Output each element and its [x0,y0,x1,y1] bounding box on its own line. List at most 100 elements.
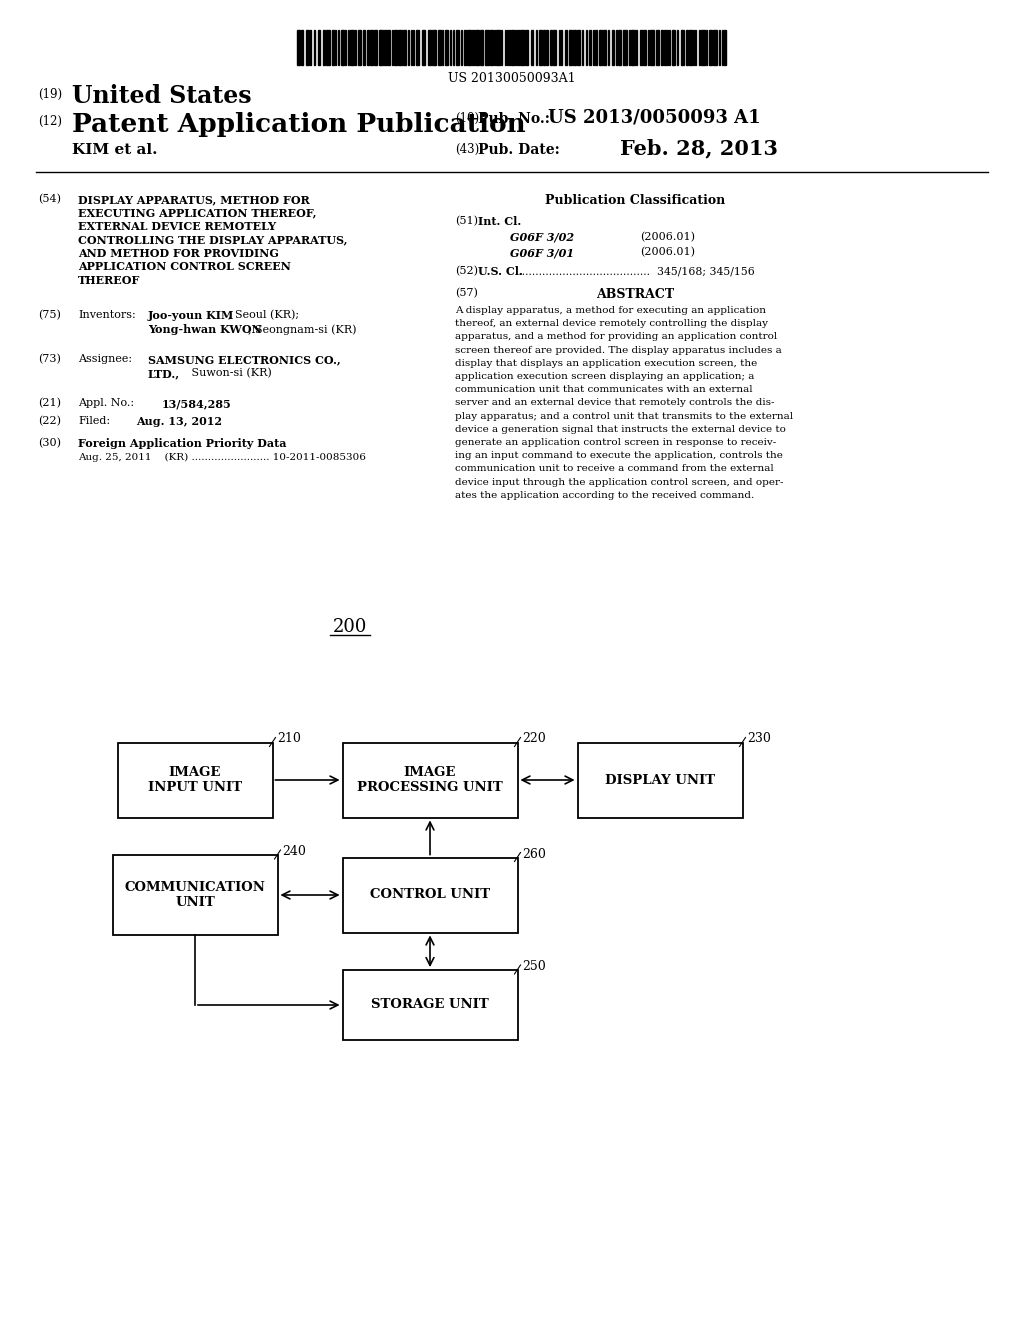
Text: KIM et al.: KIM et al. [72,143,158,157]
Text: DISPLAY APPARATUS, METHOD FOR: DISPLAY APPARATUS, METHOD FOR [78,194,309,205]
Bar [631,30,635,65]
Bar [664,30,666,65]
Text: Aug. 13, 2012: Aug. 13, 2012 [136,416,222,426]
Text: EXTERNAL DEVICE REMOTELY: EXTERNAL DEVICE REMOTELY [78,220,276,232]
Bar [640,30,642,65]
Text: THEREOF: THEREOF [78,275,140,286]
Text: 220: 220 [522,733,546,746]
Bar [485,30,488,65]
Bar [300,30,303,65]
Bar [520,30,523,65]
Bar [611,30,614,65]
Bar [589,30,591,65]
Bar [568,30,572,65]
Text: Joo-youn KIM: Joo-youn KIM [148,310,234,321]
Text: 260: 260 [522,847,547,861]
Text: Aug. 25, 2011    (KR) ........................ 10-2011-0085306: Aug. 25, 2011 (KR) .....................… [78,453,366,462]
Bar [511,30,513,65]
Bar [427,30,431,65]
Text: U.S. Cl.: U.S. Cl. [478,267,523,277]
Bar [398,30,401,65]
Bar [724,30,726,65]
Text: (2006.01): (2006.01) [640,247,695,257]
Text: server and an external device that remotely controls the dis-: server and an external device that remot… [455,399,774,408]
Bar [374,30,377,65]
Bar [323,30,325,65]
Bar [113,855,278,935]
Text: Foreign Application Priority Data: Foreign Application Priority Data [78,438,287,449]
Text: Publication Classification: Publication Classification [545,194,725,207]
Bar [438,30,440,65]
Bar [464,30,466,65]
Bar [422,30,425,65]
Text: STORAGE UNIT: STORAGE UNIT [371,998,488,1011]
Bar [118,742,272,817]
Text: Suwon-si (KR): Suwon-si (KR) [188,368,271,379]
Bar [402,30,406,65]
Bar [456,30,459,65]
Text: ........................................  345/168; 345/156: ........................................… [515,267,755,276]
Text: United States: United States [72,84,252,108]
Text: Int. Cl.: Int. Cl. [478,216,521,227]
Text: G06F 3/01: G06F 3/01 [510,247,574,257]
Bar [667,30,668,65]
Text: (57): (57) [455,288,478,298]
Text: thereof, an external device remotely controlling the display: thereof, an external device remotely con… [455,319,768,329]
Text: (21): (21) [38,399,61,408]
Bar [496,30,500,65]
Bar [453,30,454,65]
Text: (19): (19) [38,88,62,102]
Text: G06F 3/02: G06F 3/02 [510,232,574,243]
Text: application execution screen displaying an application; a: application execution screen displaying … [455,372,755,381]
Bar [577,30,580,65]
Bar [350,30,353,65]
Text: COMMUNICATION
UNIT: COMMUNICATION UNIT [125,880,265,909]
Bar [656,30,658,65]
Text: 250: 250 [522,960,546,973]
Text: Pub. No.:: Pub. No.: [478,112,550,125]
Text: 13/584,285: 13/584,285 [162,399,231,409]
Text: communication unit that communicates with an external: communication unit that communicates wit… [455,385,753,395]
Text: (2006.01): (2006.01) [640,232,695,243]
Text: A display apparatus, a method for executing an application: A display apparatus, a method for execut… [455,306,766,315]
Text: display that displays an application execution screen, the: display that displays an application exe… [455,359,758,368]
Bar [379,30,383,65]
Text: US 2013/0050093 A1: US 2013/0050093 A1 [548,110,761,127]
Bar [326,30,330,65]
Text: device input through the application control screen, and oper-: device input through the application con… [455,478,783,487]
Bar [342,970,517,1040]
Text: (51): (51) [455,216,478,226]
Text: ates the application according to the received command.: ates the application according to the re… [455,491,755,500]
Bar [546,30,548,65]
Bar [623,30,627,65]
Bar [384,30,386,65]
Text: IMAGE
PROCESSING UNIT: IMAGE PROCESSING UNIT [357,766,503,795]
Bar [408,30,409,65]
Bar [475,30,478,65]
Bar [573,30,575,65]
Text: device a generation signal that instructs the external device to: device a generation signal that instruct… [455,425,785,434]
Bar [338,30,339,65]
Bar [516,30,519,65]
Text: (12): (12) [38,115,62,128]
Bar [643,30,645,65]
Bar [615,30,617,65]
Bar [335,30,336,65]
Text: Yong-hwan KWON: Yong-hwan KWON [148,323,262,335]
Text: EXECUTING APPLICATION THEREOF,: EXECUTING APPLICATION THEREOF, [78,207,316,219]
Bar [603,30,605,65]
Text: Appl. No.:: Appl. No.: [78,399,134,408]
Bar [342,858,517,932]
Text: Inventors:: Inventors: [78,310,136,319]
Bar [362,30,365,65]
Text: Feb. 28, 2013: Feb. 28, 2013 [620,139,778,158]
Bar [370,30,373,65]
Text: SAMSUNG ELECTRONICS CO.,: SAMSUNG ELECTRONICS CO., [148,354,341,366]
Text: LTD.,: LTD., [148,368,180,379]
Bar [677,30,678,65]
Bar [599,30,601,65]
Bar [662,30,663,65]
Bar [672,30,675,65]
Bar [416,30,419,65]
Text: play apparatus; and a control unit that transmits to the external: play apparatus; and a control unit that … [455,412,794,421]
